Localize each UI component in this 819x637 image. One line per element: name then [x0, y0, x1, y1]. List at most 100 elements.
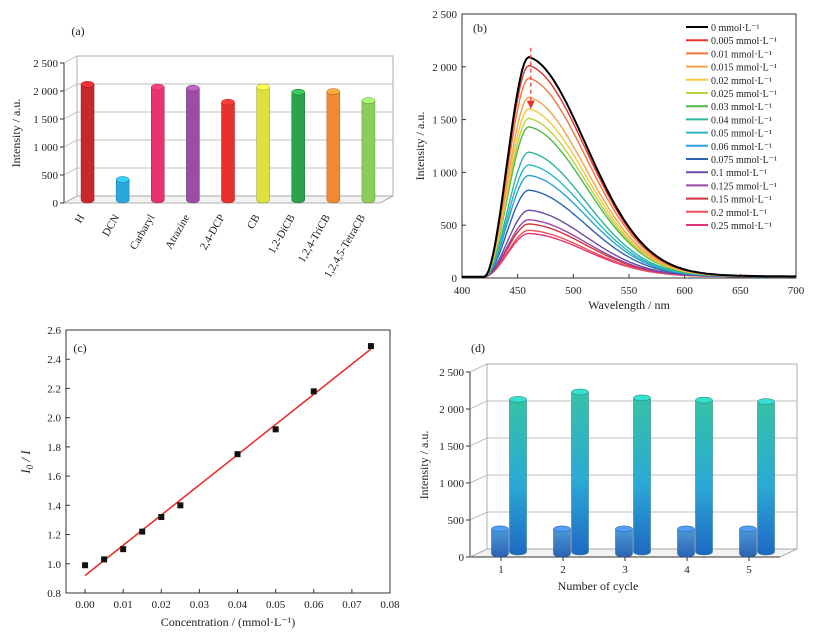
x-tick-label: Atrazine — [163, 212, 192, 251]
y-tick-label: 2.2 — [47, 383, 61, 395]
bar-large-top — [757, 398, 775, 405]
fit-line — [84, 348, 372, 577]
panel-label: (b) — [473, 21, 487, 35]
x-tick-label: 5 — [746, 564, 752, 576]
legend-label: 0.125 mmol·L⁻¹ — [711, 181, 777, 192]
gridline — [63, 55, 393, 64]
x-tick-label: 500 — [565, 285, 582, 297]
y-axis-label: Intensity / a.u. — [413, 112, 427, 181]
x-tick-label: 0.05 — [266, 599, 286, 611]
x-axis-label: Concentration / (mmol·L⁻¹) — [161, 615, 296, 629]
bar-top — [361, 97, 376, 104]
arrow-head — [526, 100, 535, 110]
bar-large-top — [571, 388, 589, 396]
y-tick-label: 1 000 — [432, 167, 457, 179]
legend-label: 0.1 mmol·L⁻¹ — [711, 168, 767, 179]
y-tick-label: 500 — [448, 515, 465, 527]
y-tick-label: 2 000 — [439, 404, 464, 416]
y-axis-label: Intensity / a.u. — [417, 431, 431, 500]
legend-label: 0.015 mmol·L⁻¹ — [711, 63, 777, 74]
bar-small-top — [615, 525, 633, 533]
gridline — [469, 363, 797, 373]
legend-label: 0 mmol·L⁻¹ — [711, 23, 760, 34]
x-tick-label: 1 — [498, 564, 504, 576]
y-tick-label: 2 000 — [432, 62, 457, 74]
bar — [291, 91, 305, 204]
x-tick-label: 0.06 — [304, 599, 324, 611]
y-tick-label: 1.2 — [47, 530, 61, 542]
x-tick-label: DCN — [100, 212, 122, 238]
series-lines — [462, 55, 796, 278]
x-tick-label: 0.01 — [114, 599, 133, 611]
y-tick-label: 500 — [441, 220, 458, 232]
y-axis-label: Intensity / a.u. — [9, 99, 23, 168]
y-tick-label: 0 — [459, 552, 465, 564]
x-tick-label: 400 — [454, 285, 471, 297]
x-tick-label: 1,2-DiCB — [266, 213, 298, 256]
bar-top — [291, 88, 305, 96]
data-point — [120, 546, 127, 553]
legend-label: 0.005 mmol·L⁻¹ — [711, 36, 777, 47]
x-tick-label: 0.04 — [228, 599, 248, 611]
data-point — [158, 514, 165, 521]
x-tick-label: 550 — [621, 285, 638, 297]
bar-small — [491, 528, 509, 558]
bar-top — [221, 98, 235, 106]
legend-label: 0.06 mmol·L⁻¹ — [711, 142, 772, 153]
bar — [80, 84, 95, 204]
y-tick-label: 1.0 — [47, 559, 61, 571]
legend-label: 0.025 mmol·L⁻¹ — [711, 89, 777, 100]
x-tick-label: 450 — [509, 285, 526, 297]
bar-top — [115, 176, 130, 183]
bar — [256, 86, 270, 204]
x-tick-label: 0.07 — [342, 599, 362, 611]
gridline — [63, 83, 393, 92]
y-tick-label: 2.0 — [47, 413, 61, 425]
legend-label: 0.25 mmol·L⁻¹ — [711, 221, 772, 232]
panel-label: (c) — [73, 341, 86, 355]
gridline — [63, 167, 393, 176]
y-tick-label: 1.4 — [47, 500, 61, 512]
data-point — [234, 451, 241, 458]
bar-large — [633, 397, 651, 556]
panel-label: (d) — [471, 341, 485, 355]
data-point — [139, 528, 146, 535]
bar-large-top — [509, 396, 527, 403]
bar — [186, 87, 200, 204]
legend-label: 0.075 mmol·L⁻¹ — [711, 155, 777, 166]
y-tick-label: 1 500 — [432, 115, 457, 127]
x-tick-label: 2,4-DCP — [198, 213, 228, 253]
y-tick-label: 2 500 — [439, 367, 464, 379]
y-tick-label: 1 500 — [33, 114, 58, 126]
data-point — [310, 388, 317, 395]
y-tick-label: 1 500 — [439, 441, 464, 453]
data-point — [177, 502, 184, 509]
x-tick-label: 2 — [560, 564, 566, 576]
data-point — [101, 556, 108, 563]
bar-top — [80, 81, 95, 88]
x-tick-label: 600 — [676, 285, 693, 297]
plot-frame — [65, 329, 391, 594]
y-tick-label: 2 500 — [33, 58, 58, 70]
y-axis-label: I0 / I — [18, 450, 35, 475]
legend-label: 0.15 mmol·L⁻¹ — [711, 195, 772, 206]
gridline — [469, 400, 797, 410]
bar-large-top — [633, 394, 651, 402]
bar-top — [151, 83, 165, 91]
legend-label: 0.05 mmol·L⁻¹ — [711, 129, 772, 140]
bar-large-top — [695, 396, 713, 404]
panel-c-stern-volmer-plot: 0.00 0.01 0.02 0.03 0.04 0.05 0.06 0.07 0.08 0.8 1… — [18, 325, 400, 629]
back-wall — [76, 55, 394, 197]
x-axis-label: Number of cycle — [558, 579, 639, 593]
bar-small-top — [739, 525, 757, 533]
bar-small — [739, 528, 757, 558]
y-label-sub: 0 — [25, 464, 35, 469]
legend-label: 0.2 mmol·L⁻¹ — [711, 208, 767, 219]
x-tick-label: 650 — [732, 285, 749, 297]
bar-small-top — [491, 525, 509, 533]
y-tick-label: 1.6 — [47, 471, 61, 483]
bar-large — [509, 399, 527, 556]
x-tick-label: H — [73, 212, 87, 225]
y-tick-label: 2.4 — [47, 354, 61, 366]
